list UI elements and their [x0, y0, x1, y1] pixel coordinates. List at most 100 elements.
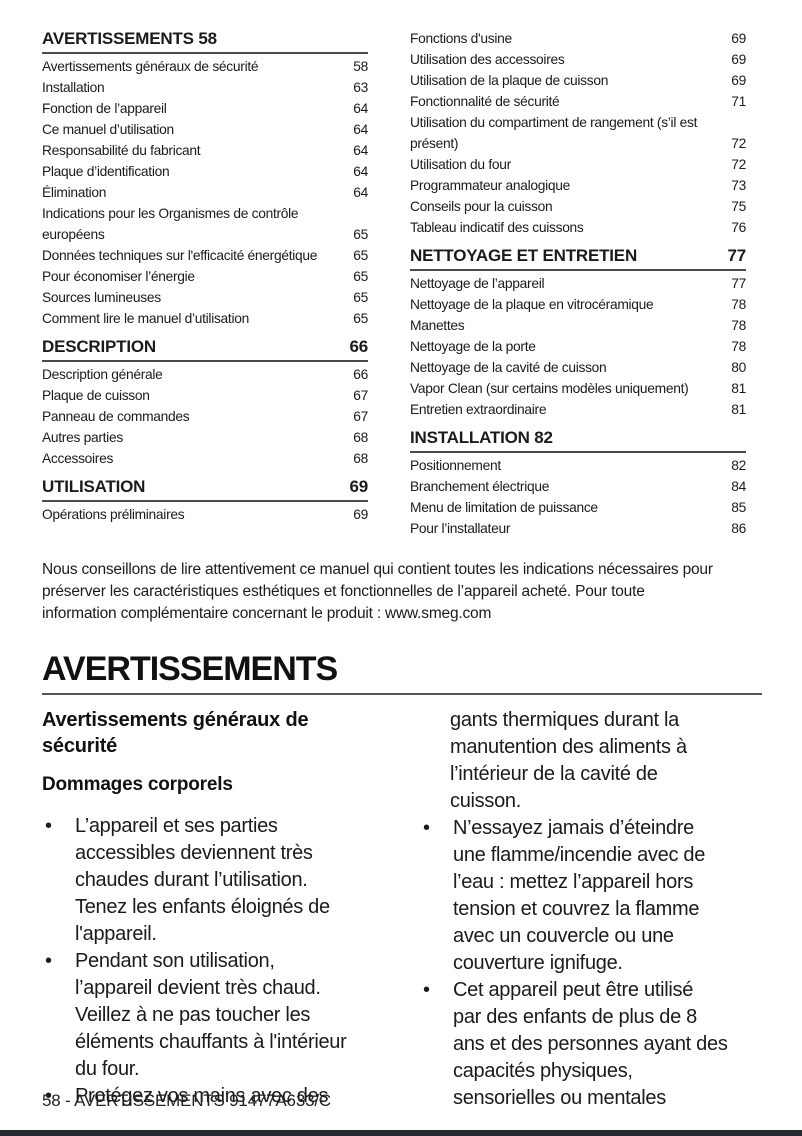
toc-entry-label: Autres parties	[42, 430, 123, 445]
toc-entry-label: Menu de limitation de puissance	[410, 500, 598, 515]
toc-entry: Vapor Clean (sur certains modèles unique…	[410, 378, 746, 399]
toc-section-heading: INSTALLATION 82	[410, 427, 746, 453]
toc-entry: Description générale 66	[42, 364, 368, 385]
toc-entry-page: 81	[731, 381, 746, 396]
page-footer: 58 - AVERTISSEMENTS 91477A633/C	[42, 1091, 331, 1110]
toc-section-title: INSTALLATION 82	[410, 428, 553, 447]
toc-entry-label: Manettes	[410, 318, 465, 333]
toc-entry-page: 65	[353, 290, 368, 305]
toc-section-page: 69	[349, 477, 368, 496]
toc-entry-page: 64	[353, 185, 368, 200]
toc-entry-page: 64	[353, 143, 368, 158]
intro-paragraph: Nous conseillons de lire attentivement c…	[42, 561, 713, 622]
toc-section-heading: UTILISATION 69	[42, 476, 368, 502]
toc-section-title: AVERTISSEMENTS 58	[42, 29, 217, 48]
toc-entry-label: Avertissements généraux de sécurité	[42, 59, 259, 74]
toc-column-left: AVERTISSEMENTS 58 Avertissements généraux…	[42, 28, 368, 539]
toc-entry-page: 68	[353, 430, 368, 445]
toc-entry-page: 82	[731, 458, 746, 473]
toc-entry-label: Accessoires	[42, 451, 114, 466]
toc-entry: Pour économiser l’énergie 65	[42, 266, 368, 287]
toc-entry-label: Utilisation des accessoires	[410, 52, 565, 67]
toc-entry-label: Utilisation de la plaque de cuisson	[410, 73, 609, 88]
toc-entry-page: 65	[353, 269, 368, 284]
toc-section-title: NETTOYAGE ET ENTRETIEN	[410, 246, 638, 265]
bullet-text: N’essayez jamais d’éteindre une flamme/i…	[453, 817, 706, 974]
bullet-text: Pendant son utilisation, l’appareil devi…	[75, 950, 347, 1080]
toc-section: DESCRIPTION 66 Description générale 66 Plaqu…	[42, 336, 368, 469]
toc-entry-page: 69	[731, 52, 746, 67]
toc-entry: Élimination 64	[42, 182, 368, 203]
toc-entry: Responsabilité du fabricant 64	[42, 140, 368, 161]
toc-section: UTILISATION 69 Opérations préliminaires 69	[42, 476, 368, 525]
bullet-item: • Protégez vos mains avec des	[42, 1083, 420, 1110]
toc-column-right: Fonctions d'usine 69 Utilisation des acces…	[410, 28, 746, 539]
toc-entry-label: Installation	[42, 80, 105, 95]
warnings-right-column: gants thermiques durant la manutention d…	[420, 707, 762, 1112]
toc-entry: Utilisation de la plaque de cuisson 69	[410, 70, 746, 91]
toc-section: Fonctions d'usine 69 Utilisation des acces…	[410, 28, 746, 238]
toc-entry-label: Fonctions d'usine	[410, 31, 512, 46]
toc-entry-label: Pour économiser l’énergie	[42, 269, 195, 284]
toc-entry: Panneau de commandes 67	[42, 406, 368, 427]
toc-section-heading: NETTOYAGE ET ENTRETIEN 77	[410, 245, 746, 271]
toc-section-page: 66	[349, 337, 368, 356]
bullet-marker: •	[423, 817, 430, 839]
toc-entry-label: Description générale	[42, 367, 163, 382]
toc-entry-page: 73	[731, 178, 746, 193]
toc-entry: Entretien extraordinaire 81	[410, 399, 746, 420]
toc-entry-page: 76	[731, 220, 746, 235]
bullet-item: • L’appareil et ses parties accessibles d…	[42, 813, 420, 948]
toc-entry-label: Utilisation du four	[410, 157, 511, 172]
toc-entry-label: Responsabilité du fabricant	[42, 143, 201, 158]
bullet-marker: •	[45, 1085, 52, 1107]
toc-entry-page: 71	[731, 94, 746, 109]
toc-entry: Tableau indicatif des cuissons 76	[410, 217, 746, 238]
bullet-item: • Pendant son utilisation, l’appareil dev…	[42, 948, 420, 1083]
bullet-text: L’appareil et ses parties accessibles de…	[75, 815, 330, 945]
category-heading: Dommages corporels	[42, 774, 233, 795]
toc-entry: Installation 63	[42, 77, 368, 98]
bullet-marker: •	[45, 950, 52, 972]
toc-entry-page: 69	[731, 31, 746, 46]
toc-entry: Utilisation du compartiment de rangement…	[410, 112, 746, 154]
toc-entry: Conseils pour la cuisson 75	[410, 196, 746, 217]
toc-entry: Autres parties 68	[42, 427, 368, 448]
bullet-item: • Cet appareil peut être utilisé par des …	[420, 977, 762, 1112]
toc-entry: Fonctionnalité de sécurité 71	[410, 91, 746, 112]
toc-entry-page: 64	[353, 122, 368, 137]
toc-entry-label: Fonction de l’appareil	[42, 101, 167, 116]
table-of-contents: AVERTISSEMENTS 58 Avertissements généraux…	[42, 28, 762, 539]
toc-entry-label: Fonctionnalité de sécurité	[410, 94, 560, 109]
toc-entry-page: 77	[731, 276, 746, 291]
toc-entry-page: 58	[353, 59, 368, 74]
toc-entry: Utilisation du four 72	[410, 154, 746, 175]
toc-entry-page: 75	[731, 199, 746, 214]
section-subheading: Avertissements généraux de sécurité	[42, 709, 309, 757]
toc-entry-page: 63	[353, 80, 368, 95]
toc-entry-label: Nettoyage de la plaque en vitrocéramique	[410, 297, 654, 312]
toc-entry: Indications pour les Organismes de contr…	[42, 203, 368, 245]
toc-entry-label: Plaque d’identification	[42, 164, 170, 179]
toc-entry: Manettes 78	[410, 315, 746, 336]
toc-entry-page: 85	[731, 500, 746, 515]
toc-entry: Opérations préliminaires 69	[42, 504, 368, 525]
toc-entry-label: Données techniques sur l'efficacité éner…	[42, 248, 318, 263]
toc-entry-page: 64	[353, 101, 368, 116]
toc-entry-page: 72	[731, 157, 746, 172]
bullet-text: Cet appareil peut être utilisé par des e…	[453, 979, 728, 1109]
bullet-text: Protégez vos mains avec des	[75, 1085, 329, 1107]
toc-section: INSTALLATION 82 Positionnement 82 Brancheme…	[410, 427, 746, 539]
toc-entry: Plaque de cuisson 67	[42, 385, 368, 406]
page-content: AVERTISSEMENTS 58 Avertissements généraux…	[42, 28, 762, 1112]
toc-section-heading: AVERTISSEMENTS 58	[42, 28, 368, 54]
toc-entry-label: Positionnement	[410, 458, 501, 473]
toc-entry: Nettoyage de la plaque en vitrocéramique…	[410, 294, 746, 315]
toc-section-title: UTILISATION	[42, 477, 146, 496]
toc-entry: Sources lumineuses 65	[42, 287, 368, 308]
toc-entry: Branchement électrique 84	[410, 476, 746, 497]
toc-entry-label: Nettoyage de la porte	[410, 339, 536, 354]
toc-entry: Nettoyage de l’appareil 77	[410, 273, 746, 294]
toc-entry-page: 65	[353, 227, 368, 242]
toc-section: AVERTISSEMENTS 58 Avertissements généraux…	[42, 28, 368, 329]
